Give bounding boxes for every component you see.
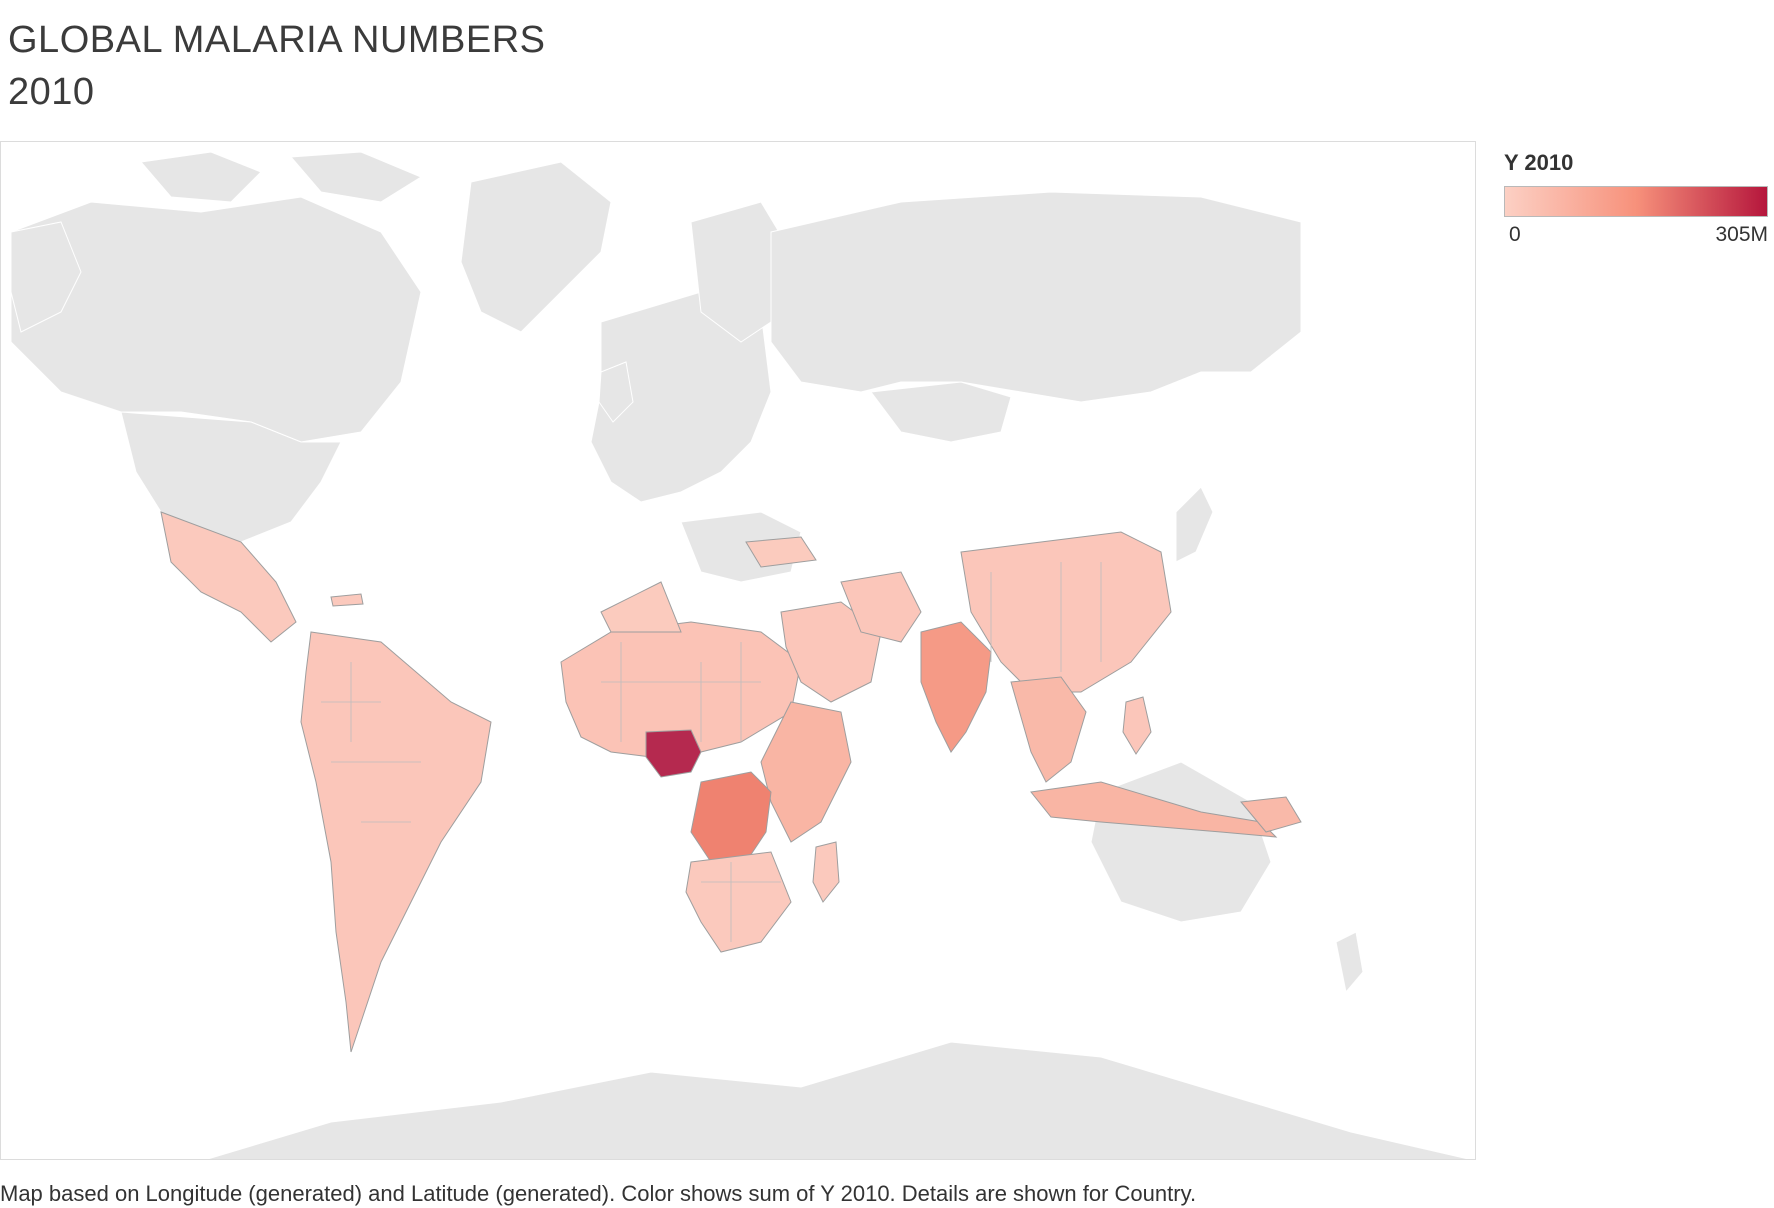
mexico-region (160, 511, 297, 643)
india-region (920, 621, 992, 753)
title-line-1: GLOBAL MALARIA NUMBERS (8, 19, 546, 61)
color-legend: Y 2010 0 305M (1504, 150, 1774, 253)
north-africa-data-region (600, 581, 682, 633)
antarctica-shape (205, 1041, 1471, 1159)
east-africa-region (760, 701, 852, 843)
iran-region (840, 571, 922, 643)
middle-east-region (780, 601, 882, 703)
madagascar-region (812, 841, 840, 903)
map-canvas[interactable] (1, 142, 1476, 1160)
alaska-shape (10, 221, 82, 333)
legend-gradient-bar (1504, 186, 1768, 217)
south-america-region (300, 631, 492, 1053)
china-region (960, 531, 1172, 693)
dashboard-title: GLOBAL MALARIA NUMBERS 2010 (8, 14, 546, 118)
usa-shape (120, 411, 342, 543)
japan-shape (1175, 486, 1214, 563)
country-borders (321, 562, 1102, 942)
greenland-shape (460, 161, 612, 333)
legend-labels: 0 305M (1504, 223, 1768, 253)
uk-shape (598, 361, 634, 423)
legend-min-label: 0 (1509, 223, 1521, 246)
indonesia-region (1030, 781, 1278, 838)
new-zealand-shape (1335, 931, 1364, 994)
australia-shape (1090, 761, 1272, 923)
legend-max-label: 305M (1715, 223, 1768, 246)
central-asia-shape (870, 381, 1012, 443)
dr-congo-region (690, 771, 772, 863)
map-caption: Map based on Longitude (generated) and L… (0, 1181, 1197, 1206)
arctic-islands-shape (140, 151, 262, 203)
turkey-region (745, 536, 817, 568)
nigeria-region (645, 729, 702, 778)
philippines-region (1122, 696, 1152, 755)
land-no-data (10, 151, 1471, 1159)
legend-title: Y 2010 (1504, 150, 1574, 175)
arctic-islands-shape-2 (289, 151, 423, 203)
world-map[interactable] (0, 141, 1476, 1160)
png-region (1240, 796, 1302, 833)
russia-shape (770, 191, 1302, 403)
southern-africa-region (685, 851, 792, 953)
caribbean-region (330, 593, 364, 607)
title-line-2: 2010 (8, 71, 95, 113)
canada-shape (10, 196, 422, 443)
southeast-asia-region (1010, 676, 1087, 783)
